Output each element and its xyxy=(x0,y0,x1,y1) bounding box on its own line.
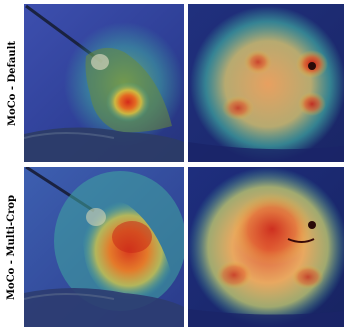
heatmap-bird-default xyxy=(24,4,184,162)
row-label-multicrop: MoCo - Multi-Crop xyxy=(0,167,24,327)
row-label-default: MoCo - Default xyxy=(0,4,24,162)
row-label-multicrop-text: MoCo - Multi-Crop xyxy=(6,194,18,300)
row-label-default-text: MoCo - Default xyxy=(6,40,18,126)
heatmap-bird-multicrop xyxy=(24,167,184,327)
heatmap-dog-default xyxy=(188,4,344,162)
heatmap-dog-multicrop xyxy=(188,167,344,327)
